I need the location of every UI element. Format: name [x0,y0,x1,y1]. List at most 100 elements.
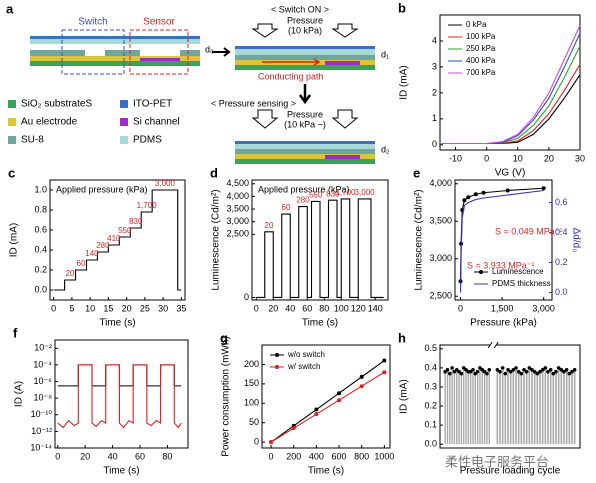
x-tick-label: 3,000 [532,303,555,313]
switch-box [61,29,125,75]
layer [235,154,375,159]
layer [235,159,375,164]
legend-label: Luminescence [492,267,544,276]
plot-frame [261,344,391,449]
bar [476,371,479,445]
x-axis-label: Time (s) [302,318,338,329]
watermark: 柔性电子服务平台 [445,454,549,469]
bar [512,369,515,445]
y-tick-label: 10⁻¹⁰ [31,409,53,419]
series-line [57,364,182,429]
layer [325,61,360,65]
arrow [212,47,231,57]
y-tick-label: 0.2 [34,264,47,274]
plot-frame [439,14,581,151]
peak [522,367,526,372]
bar [525,371,528,445]
panel-label: d [210,165,218,180]
point [382,370,387,375]
sensor-box [129,29,189,75]
y-axis-label: Luminescence (Cd/m²) [211,189,222,290]
plot-frame [439,344,581,449]
step-label: 830 [129,217,143,226]
label: d₀ [205,44,214,54]
point [359,384,364,389]
peak [564,367,569,372]
step-label: 3,000 [155,179,176,188]
step-label: 550 [309,191,323,200]
x-tick-label: 30 [158,303,168,313]
peak [485,371,489,376]
point [314,407,319,412]
x-tick-label: 15 [103,303,113,313]
point [466,195,471,200]
x-axis-label: Time (s) [99,318,135,329]
label: < Switch ON > [271,4,329,14]
peak [538,369,542,374]
legend-swatch [8,100,16,108]
bar [460,373,463,445]
plot-frame [454,179,553,301]
bar [451,367,453,445]
x-tick-label: 800 [354,451,369,461]
bar [504,373,507,445]
peak [572,367,577,372]
x-tick-label: 400 [309,451,324,461]
point [269,440,274,445]
label: < Pressure sensing > [211,98,296,108]
legend-label: 700 kPa [466,68,496,77]
series-line [440,64,581,145]
step-label: 20 [66,269,75,278]
peak [562,369,566,374]
legend-label: w/ switch [287,362,320,371]
peak [559,367,564,372]
step-label: 20 [265,221,274,230]
peak [503,371,508,376]
gap [140,44,180,56]
layer [30,36,200,39]
legend-label: 100 kPa [466,32,496,41]
peak [551,371,556,376]
panel-label: a [6,1,14,16]
layer [235,144,375,149]
y2-tick-label: 0.2 [555,257,568,267]
arrow [298,84,312,105]
step-label: 410 [107,234,121,243]
peak [524,369,529,374]
annotation: S = 0.049 MPa⁻¹ [495,226,563,236]
gap [85,50,105,56]
y-tick-label: 10⁻⁸ [33,393,52,403]
point [337,391,342,396]
diagram-legend: SiO₂ substrateS ITO-PET Au electrode Si cha… [8,99,180,146]
panel-label: c [8,165,15,180]
layer [30,56,200,61]
legend-swatch [120,118,128,126]
y-tick-label: 0.5 [424,343,437,353]
legend-marker [275,365,279,369]
x-tick-label: 0 [51,303,56,313]
y-tick-label: 3,000 [226,216,249,226]
x-tick-label: 40 [108,451,118,461]
y-axis-label: ID (mA) [9,223,20,257]
bar [520,373,523,445]
legend-swatch [120,100,128,108]
y2-tick-label: 0.0 [555,287,568,297]
bar [563,371,565,445]
peak [475,369,480,374]
step-label: 60 [282,203,291,212]
label: Pressure [287,15,323,25]
bar [547,371,549,445]
legend-label: 0 kPa [466,20,487,29]
step-label: 1,700 [335,188,356,197]
bar [573,369,576,445]
peak [548,367,553,372]
legend-label: w/o switch [287,350,325,359]
x-tick-label: 5 [69,303,74,313]
legend-marker [275,353,279,357]
legend-swatch [120,136,128,144]
x-tick-label: 60 [135,451,145,461]
bar [501,367,504,445]
step-label: 1,700 [137,201,158,210]
peak [498,369,502,374]
x-tick-label: 0 [269,451,274,461]
